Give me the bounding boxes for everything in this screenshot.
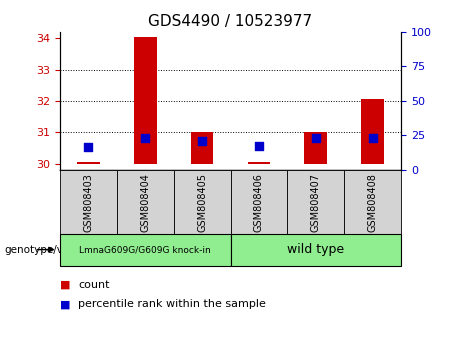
Text: GSM808404: GSM808404 (140, 173, 150, 232)
Bar (134, 36, 157, 164)
Point (198, 138, 206, 144)
Text: percentile rank within the sample: percentile rank within the sample (78, 299, 266, 309)
Bar (304, 132, 327, 164)
Text: ■: ■ (60, 280, 71, 290)
Text: wild type: wild type (287, 243, 344, 256)
Text: count: count (78, 280, 110, 290)
Text: GSM808405: GSM808405 (197, 173, 207, 233)
Text: LmnaG609G/G609G knock-in: LmnaG609G/G609G knock-in (79, 245, 211, 254)
Point (142, 135, 149, 141)
Text: GSM808407: GSM808407 (311, 173, 321, 233)
Point (369, 135, 376, 141)
Point (255, 143, 263, 149)
Bar (361, 99, 384, 164)
Bar (77, 162, 100, 164)
Text: genotype/variation: genotype/variation (5, 245, 104, 255)
Point (312, 135, 319, 141)
Text: GSM808408: GSM808408 (367, 173, 378, 232)
Bar (191, 132, 213, 164)
Bar (248, 162, 270, 164)
Text: GSM808403: GSM808403 (83, 173, 94, 232)
Text: ■: ■ (60, 299, 71, 309)
Point (85, 144, 92, 150)
Text: GSM808406: GSM808406 (254, 173, 264, 232)
Title: GDS4490 / 10523977: GDS4490 / 10523977 (148, 14, 313, 29)
